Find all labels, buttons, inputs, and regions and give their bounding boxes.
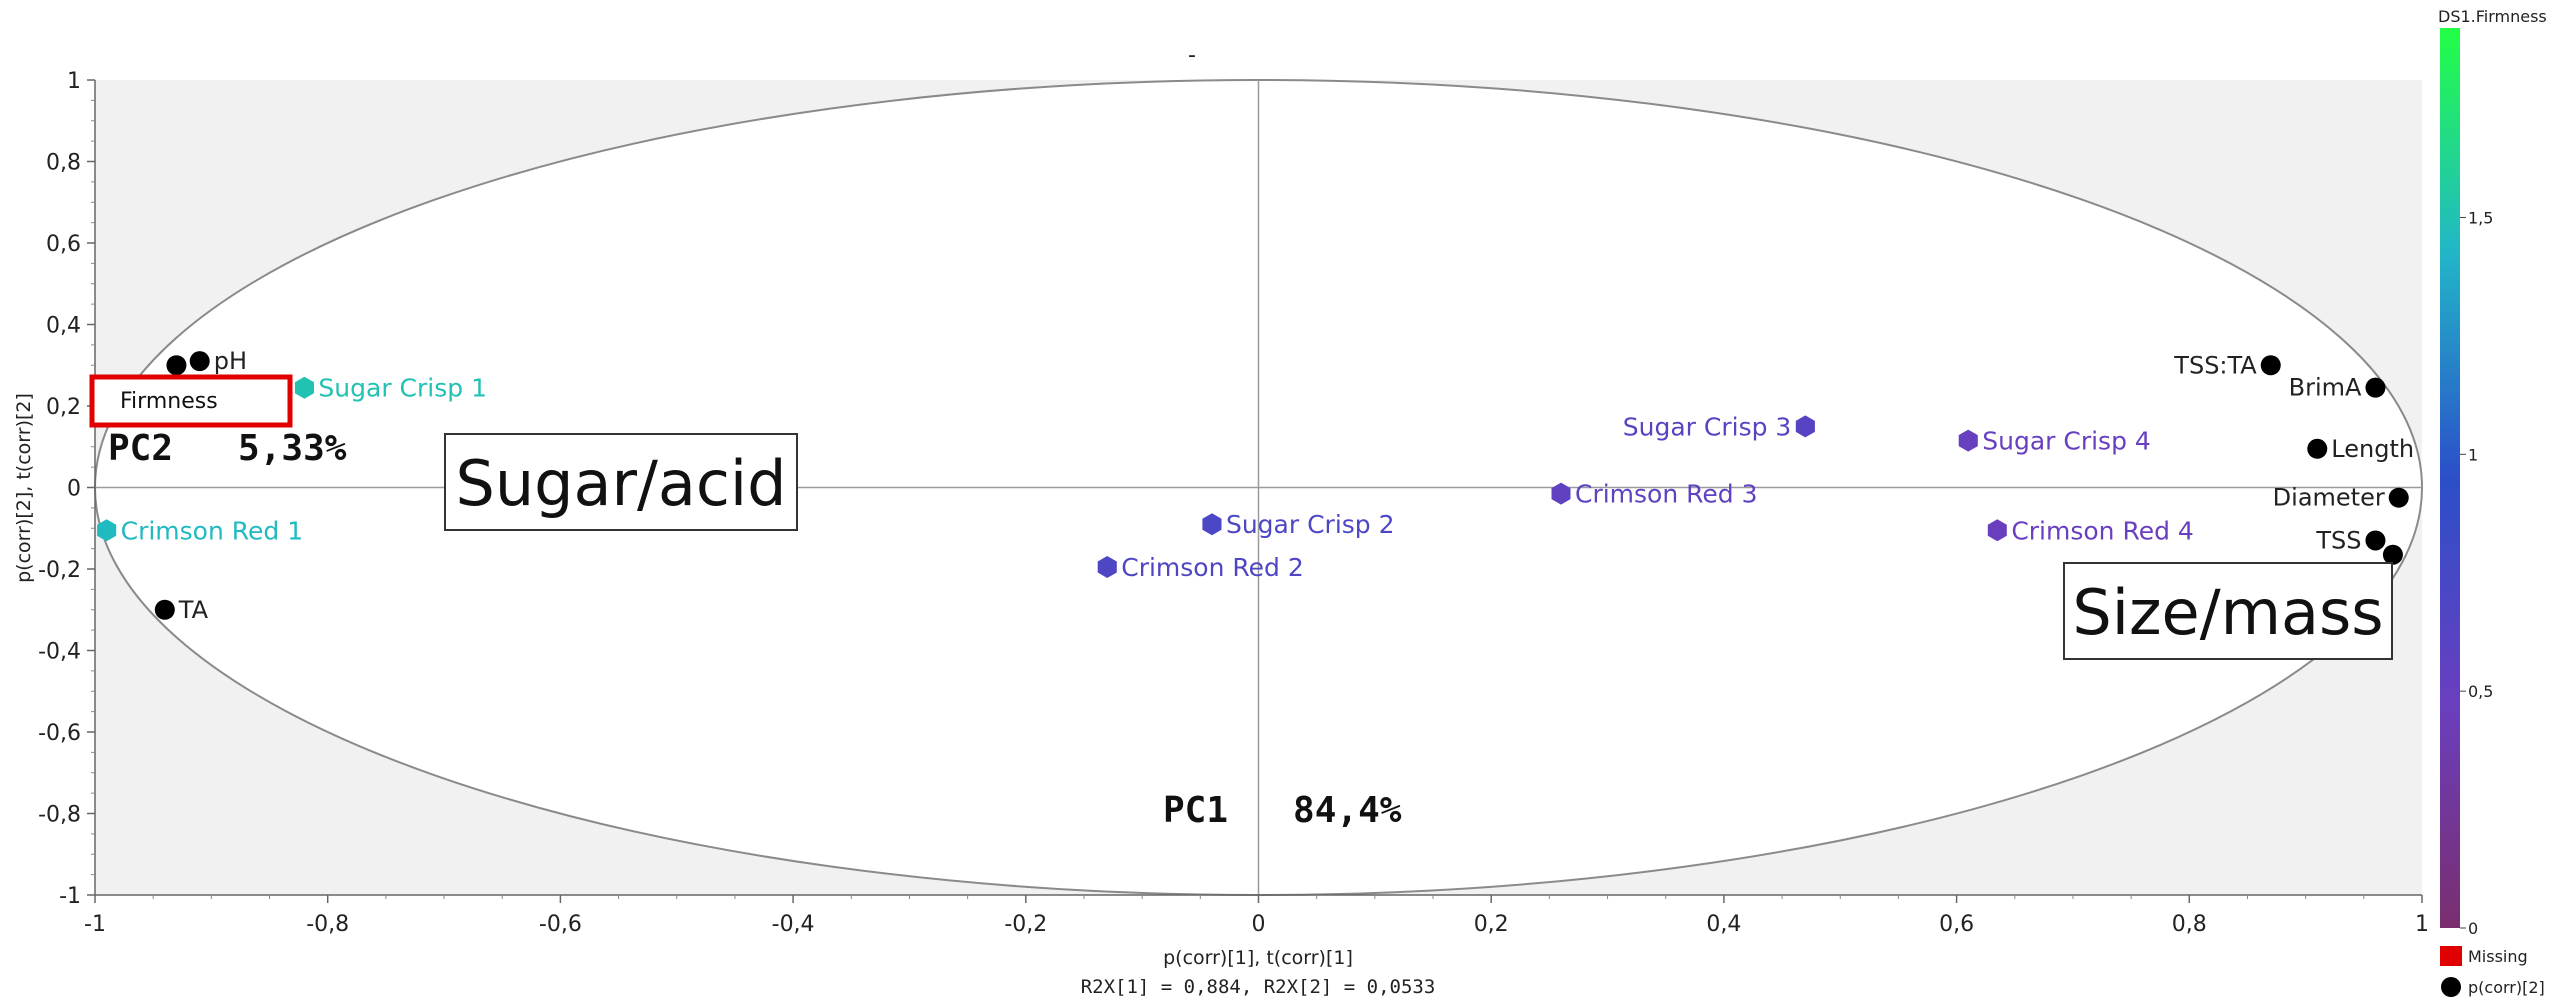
observation-label: Crimson Red 2 [1121, 553, 1304, 582]
sugar-acid-box [444, 433, 798, 531]
observation-label: Sugar Crisp 3 [1623, 412, 1792, 441]
observation-point [1795, 415, 1815, 438]
variable-point [2260, 355, 2281, 376]
x-tick-label: 0 [1252, 912, 1266, 937]
variable-point [2382, 544, 2403, 565]
variable-label: TSS [2315, 526, 2361, 554]
size-mass-box [2063, 562, 2393, 660]
x-tick-label: 1 [2415, 912, 2429, 937]
variable-label: Diameter [2273, 484, 2385, 512]
x-tick-label: -0,6 [539, 912, 582, 937]
size-mass-annotation: Size/mass [2072, 576, 2383, 649]
y-tick-label: -0,6 [38, 721, 81, 746]
observation-point [1551, 482, 1571, 505]
colorbar-tick-label: 0,5 [2468, 682, 2493, 701]
variable-label: BrimA [2289, 374, 2362, 402]
y-tick-label: 1 [67, 69, 81, 94]
observation-point [1097, 556, 1117, 578]
x-axis: -1 -0,8 -0,6 -0,4 -0,2 0 0,2 0,4 0,6 0,8 1 [84, 894, 2429, 937]
x-tick-label: 0,4 [1706, 912, 1741, 937]
variable-label: Length [2331, 435, 2414, 463]
y-tick-label: 0,8 [46, 151, 81, 176]
x-tick-label: -0,8 [306, 912, 349, 937]
observation-label: Sugar Crisp 1 [318, 374, 487, 403]
observation-label: Crimson Red 3 [1575, 480, 1758, 509]
variable-point [2365, 530, 2386, 551]
observation-point [97, 519, 117, 542]
y-tick-label: -0,2 [38, 558, 81, 583]
y-tick-label: -1 [59, 884, 81, 909]
observations-layer: Sugar Crisp 1 Crimson Red 1 Sugar Crisp 2 C… [97, 374, 2194, 582]
variable-point [166, 355, 187, 376]
pc1-annotation: PC1 84,4% [1163, 790, 1402, 831]
colorbar [2440, 28, 2460, 928]
y-tick-label: -0,8 [38, 803, 81, 828]
x-tick-label: -1 [84, 912, 106, 937]
y-tick-label: 0,2 [46, 395, 81, 420]
legend-missing-swatch [2440, 946, 2462, 966]
colorbar-tick-label: 0 [2468, 919, 2478, 938]
y-tick-label: 0,4 [46, 314, 81, 339]
variable-label: TA [178, 596, 209, 624]
x-axis-title: p(corr)[1], t(corr)[1] [1163, 947, 1353, 969]
plot-subtitle: - [1188, 43, 1196, 68]
observation-label: Sugar Crisp 2 [1226, 510, 1395, 539]
x-tick-label: -0,4 [772, 912, 815, 937]
x-tick-label: 0,8 [2172, 912, 2207, 937]
variable-point [2307, 438, 2328, 459]
colorbar-ticks: 0 0,5 1 1,5 [2460, 208, 2493, 938]
variable-point [154, 599, 175, 620]
x-tick-label: 0,6 [1939, 912, 1974, 937]
observation-label: Crimson Red 1 [121, 516, 304, 545]
variable-label: TSS:TA [2173, 351, 2257, 379]
observation-label: Sugar Crisp 4 [1982, 427, 2151, 456]
colorbar-tick-label: 1 [2468, 445, 2478, 464]
variable-label: pH [214, 347, 247, 375]
y-axis: 1 0,8 0,6 0,4 0,2 0 -0,2 -0,4 -0,6 -0,8 -1 [38, 69, 96, 909]
variable-point [2388, 487, 2409, 508]
colorbar-title: DS1.Firmness [2438, 7, 2547, 26]
sugar-acid-annotation: Sugar/acid [455, 447, 786, 520]
y-tick-label: 0 [67, 477, 81, 502]
y-tick-label: 0,6 [46, 232, 81, 257]
colorbar-tick-label: 1,5 [2468, 208, 2493, 227]
x-tick-label: 0,2 [1474, 912, 1509, 937]
observation-point [1202, 513, 1222, 536]
firmness-highlight-box [89, 374, 293, 428]
observation-point [1987, 519, 2007, 542]
firmness-label: Firmness [120, 389, 218, 414]
x-tick-label: -0,2 [1004, 912, 1047, 937]
observation-point [1958, 429, 1978, 452]
observation-point [294, 376, 314, 399]
r2x-text: R2X[1] = 0,884, R2X[2] = 0,0533 [1081, 976, 1436, 998]
variable-point [2365, 377, 2386, 398]
observation-label: Crimson Red 4 [2011, 516, 2194, 545]
legend-variable-marker [2441, 977, 2461, 997]
legend-variable-label: p(corr)[2] [2468, 978, 2545, 997]
y-axis-title: p(corr)[2], t(corr)[2] [13, 393, 35, 583]
legend-missing-label: Missing [2468, 947, 2528, 966]
variable-point [189, 351, 210, 372]
pc2-annotation: PC2 5,33% [108, 428, 347, 469]
y-tick-label: -0,4 [38, 640, 81, 665]
